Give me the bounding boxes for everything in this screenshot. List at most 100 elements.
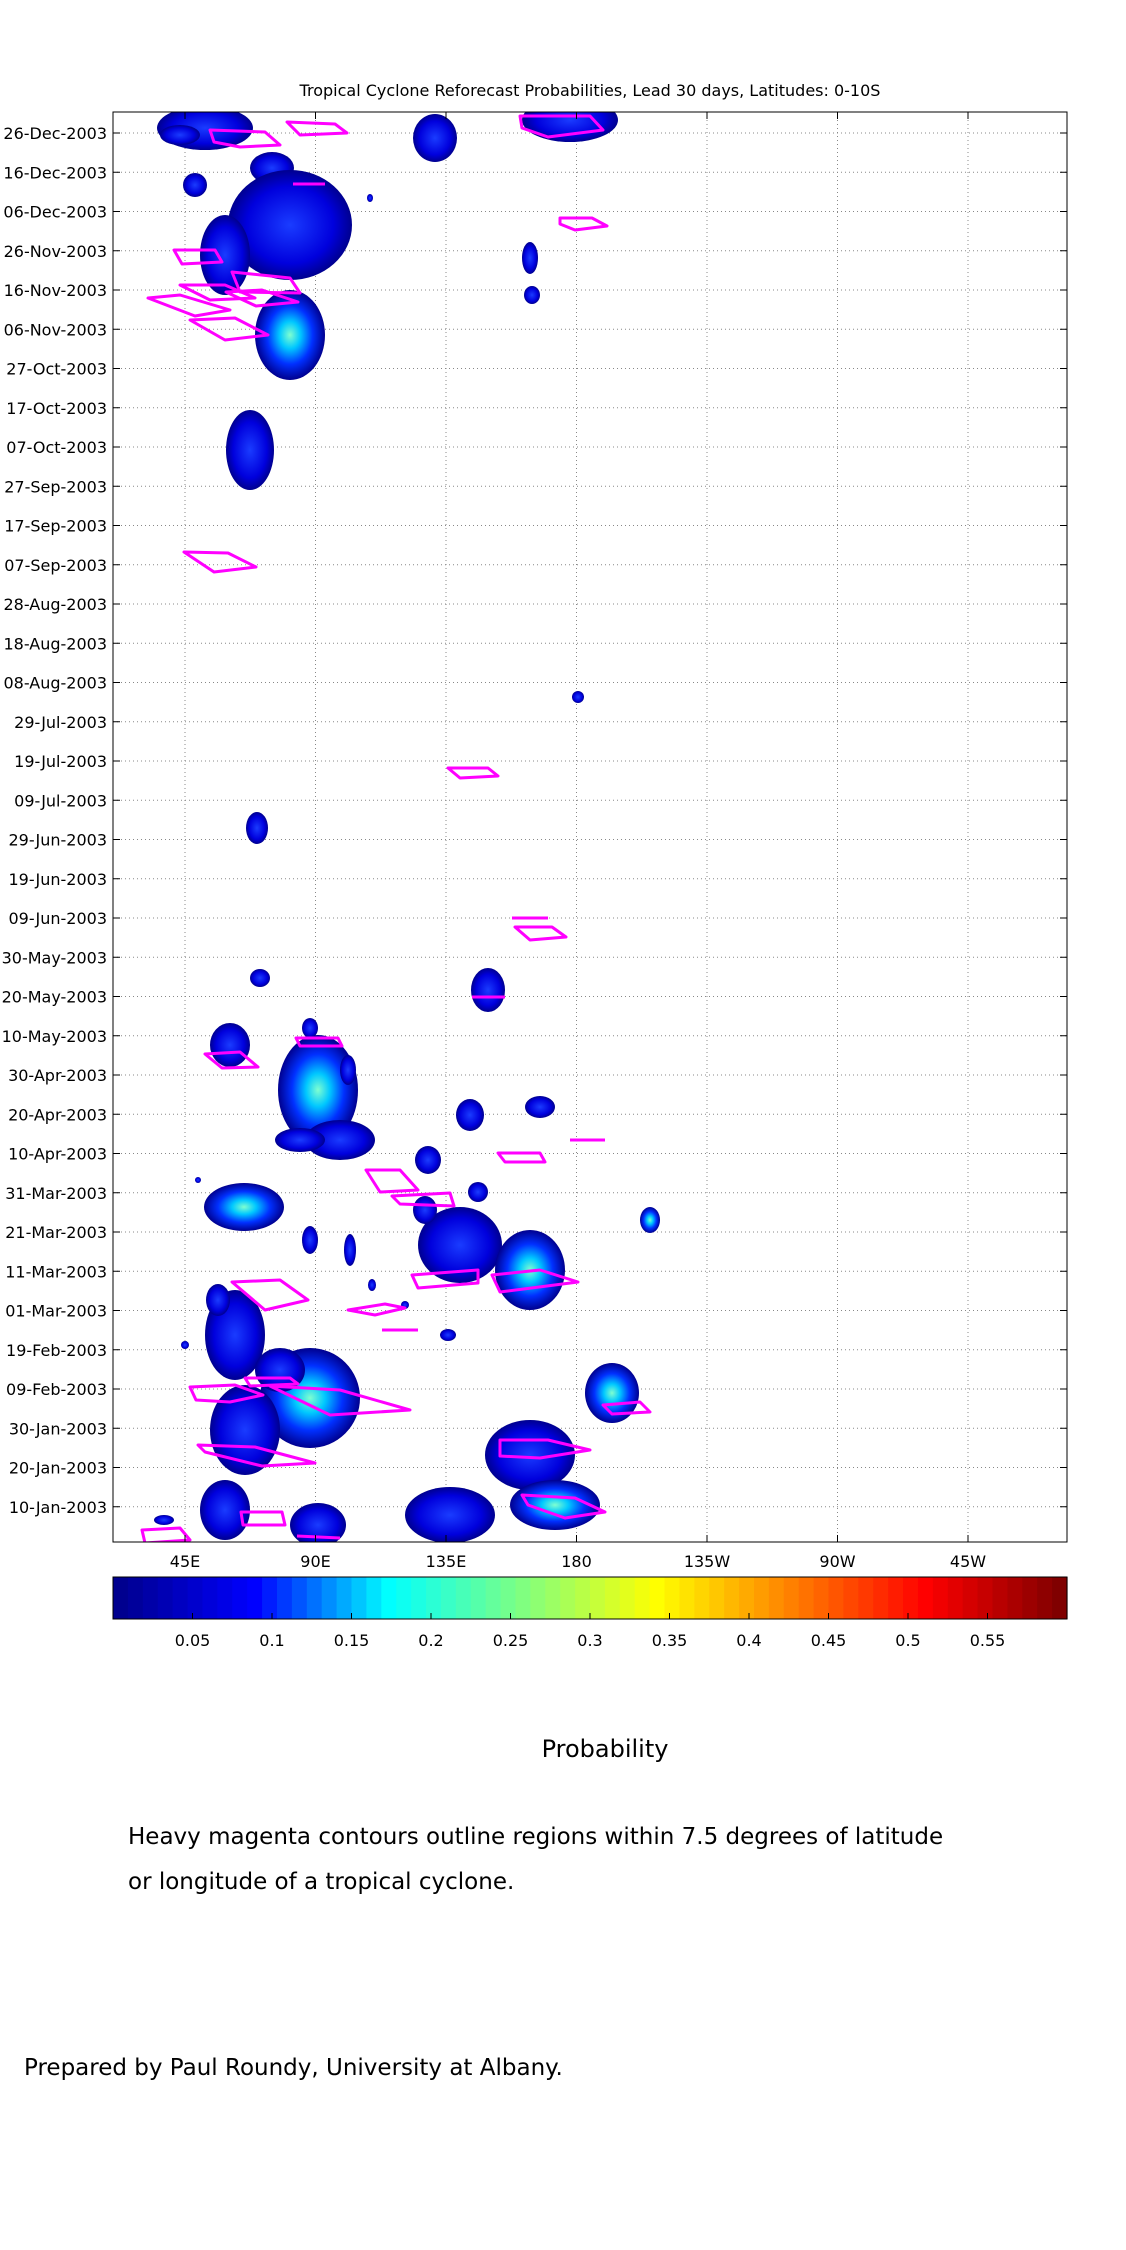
y-tick-label: 28-Aug-2003 xyxy=(3,595,107,614)
colorbar-swatch xyxy=(694,1577,710,1619)
cyclone-contour xyxy=(296,1534,341,1540)
y-tick-label: 09-Jul-2003 xyxy=(14,791,107,810)
colorbar xyxy=(113,1577,1068,1619)
x-tick-label: 45W xyxy=(950,1552,986,1571)
prob-blob xyxy=(468,1182,488,1202)
prob-blob xyxy=(367,194,373,202)
cyclone-contour xyxy=(188,316,270,342)
y-tick-label: 18-Aug-2003 xyxy=(3,634,107,653)
credit-text: Prepared by Paul Roundy, University at A… xyxy=(24,2055,563,2081)
prob-blob xyxy=(160,125,200,145)
colorbar-tick-label: 0.5 xyxy=(895,1631,920,1650)
cyclone-contour xyxy=(364,1168,420,1194)
y-tick-label: 30-Apr-2003 xyxy=(8,1066,107,1085)
prob-blob xyxy=(640,1207,660,1233)
colorbar-swatch xyxy=(798,1577,815,1619)
cyclone-contours xyxy=(140,114,652,1542)
x-axis-ticks: 45E 90E 135E 180 135W 90W 45W xyxy=(170,112,986,1571)
cyclone-contour xyxy=(285,120,349,137)
cyclone-contour xyxy=(146,293,232,318)
prob-blob xyxy=(250,969,270,987)
y-tick-label: 01-Mar-2003 xyxy=(5,1302,107,1321)
colorbar-tick-label: 0.3 xyxy=(577,1631,602,1650)
y-tick-label: 09-Feb-2003 xyxy=(6,1380,107,1399)
colorbar-swatch xyxy=(858,1577,874,1619)
y-tick-label: 19-Jun-2003 xyxy=(8,870,107,889)
colorbar-swatch xyxy=(485,1577,502,1619)
prob-blob xyxy=(278,1035,358,1145)
prob-blob xyxy=(522,242,538,274)
colorbar-swatch xyxy=(590,1577,606,1619)
y-tick-label: 17-Oct-2003 xyxy=(6,399,107,418)
y-tick-label: 30-May-2003 xyxy=(2,948,107,967)
y-tick-label: 30-Jan-2003 xyxy=(9,1419,107,1438)
colorbar-swatch xyxy=(649,1577,666,1619)
colorbar-swatch xyxy=(873,1577,889,1619)
cyclone-contour xyxy=(496,1151,547,1164)
y-tick-label: 10-Apr-2003 xyxy=(8,1145,107,1164)
colorbar-swatch xyxy=(560,1577,576,1619)
cyclone-contour xyxy=(513,925,568,942)
cyclone-contour xyxy=(446,766,500,780)
y-tick-label: 16-Nov-2003 xyxy=(4,281,107,300)
cyclone-contour xyxy=(140,1526,192,1542)
colorbar-swatch xyxy=(575,1577,591,1619)
prob-blob xyxy=(415,1146,441,1174)
colorbar-swatch xyxy=(262,1577,278,1619)
colorbar-swatch xyxy=(500,1577,517,1619)
cyclone-contour xyxy=(172,248,224,266)
colorbar-swatch xyxy=(768,1577,785,1619)
y-tick-label: 20-Apr-2003 xyxy=(8,1105,107,1124)
colorbar-swatch xyxy=(142,1577,159,1619)
colorbar-tick-label: 0.4 xyxy=(736,1631,761,1650)
x-tick-label: 45E xyxy=(170,1552,200,1571)
colorbar-swatch xyxy=(843,1577,859,1619)
colorbar-swatch xyxy=(172,1577,189,1619)
prob-blob xyxy=(456,1099,484,1131)
colorbar-swatch xyxy=(515,1577,531,1619)
prob-blob xyxy=(200,1480,250,1540)
colorbar-swatch xyxy=(336,1577,353,1619)
colorbar-swatch xyxy=(306,1577,323,1619)
colorbar-swatch xyxy=(291,1577,308,1619)
colorbar-swatch xyxy=(932,1577,949,1619)
prob-blob xyxy=(572,691,584,703)
cyclone-contour xyxy=(601,1400,652,1416)
cyclone-contour xyxy=(294,1036,344,1048)
y-tick-label: 31-Mar-2003 xyxy=(5,1184,107,1203)
prob-blob xyxy=(413,114,457,162)
cyclone-contour xyxy=(196,1443,317,1468)
colorbar-swatch xyxy=(187,1577,204,1619)
prob-blob xyxy=(200,215,250,295)
colorbar-swatch xyxy=(545,1577,561,1619)
prob-blob xyxy=(206,1284,230,1316)
colorbar-swatch xyxy=(426,1577,442,1619)
prob-blob xyxy=(471,968,505,1012)
prob-blob xyxy=(302,1226,318,1254)
colorbar-swatch xyxy=(1022,1577,1038,1619)
colorbar-swatch xyxy=(679,1577,695,1619)
colorbar-swatch xyxy=(664,1577,681,1619)
colorbar-swatch xyxy=(1052,1577,1068,1619)
prob-blob xyxy=(228,170,352,280)
y-tick-label: 19-Feb-2003 xyxy=(6,1341,107,1360)
cyclone-contour xyxy=(490,1268,580,1294)
x-tick-label: 90E xyxy=(300,1552,330,1571)
colorbar-tick-label: 0.25 xyxy=(493,1631,529,1650)
prob-blob xyxy=(210,1385,280,1475)
prob-blob xyxy=(185,1341,187,1343)
cyclone-contour xyxy=(178,283,257,302)
cyclone-contour xyxy=(243,1376,300,1388)
colorbar-swatch xyxy=(366,1577,382,1619)
probability-field xyxy=(154,112,660,1542)
colorbar-swatch xyxy=(888,1577,904,1619)
y-tick-label: 26-Dec-2003 xyxy=(3,124,107,143)
cyclone-contour xyxy=(268,1384,412,1417)
colorbar-ticks: 0.05 0.1 0.15 0.2 0.25 0.3 0.35 0.4 0.45 0.5 0.55 xyxy=(175,1613,1005,1650)
colorbar-tick-label: 0.1 xyxy=(259,1631,284,1650)
cyclone-contour xyxy=(498,1438,592,1460)
y-tick-label: 11-Mar-2003 xyxy=(5,1262,107,1281)
colorbar-swatch xyxy=(157,1577,174,1619)
colorbar-swatch xyxy=(247,1577,263,1619)
colorbar-tick-label: 0.05 xyxy=(175,1631,211,1650)
